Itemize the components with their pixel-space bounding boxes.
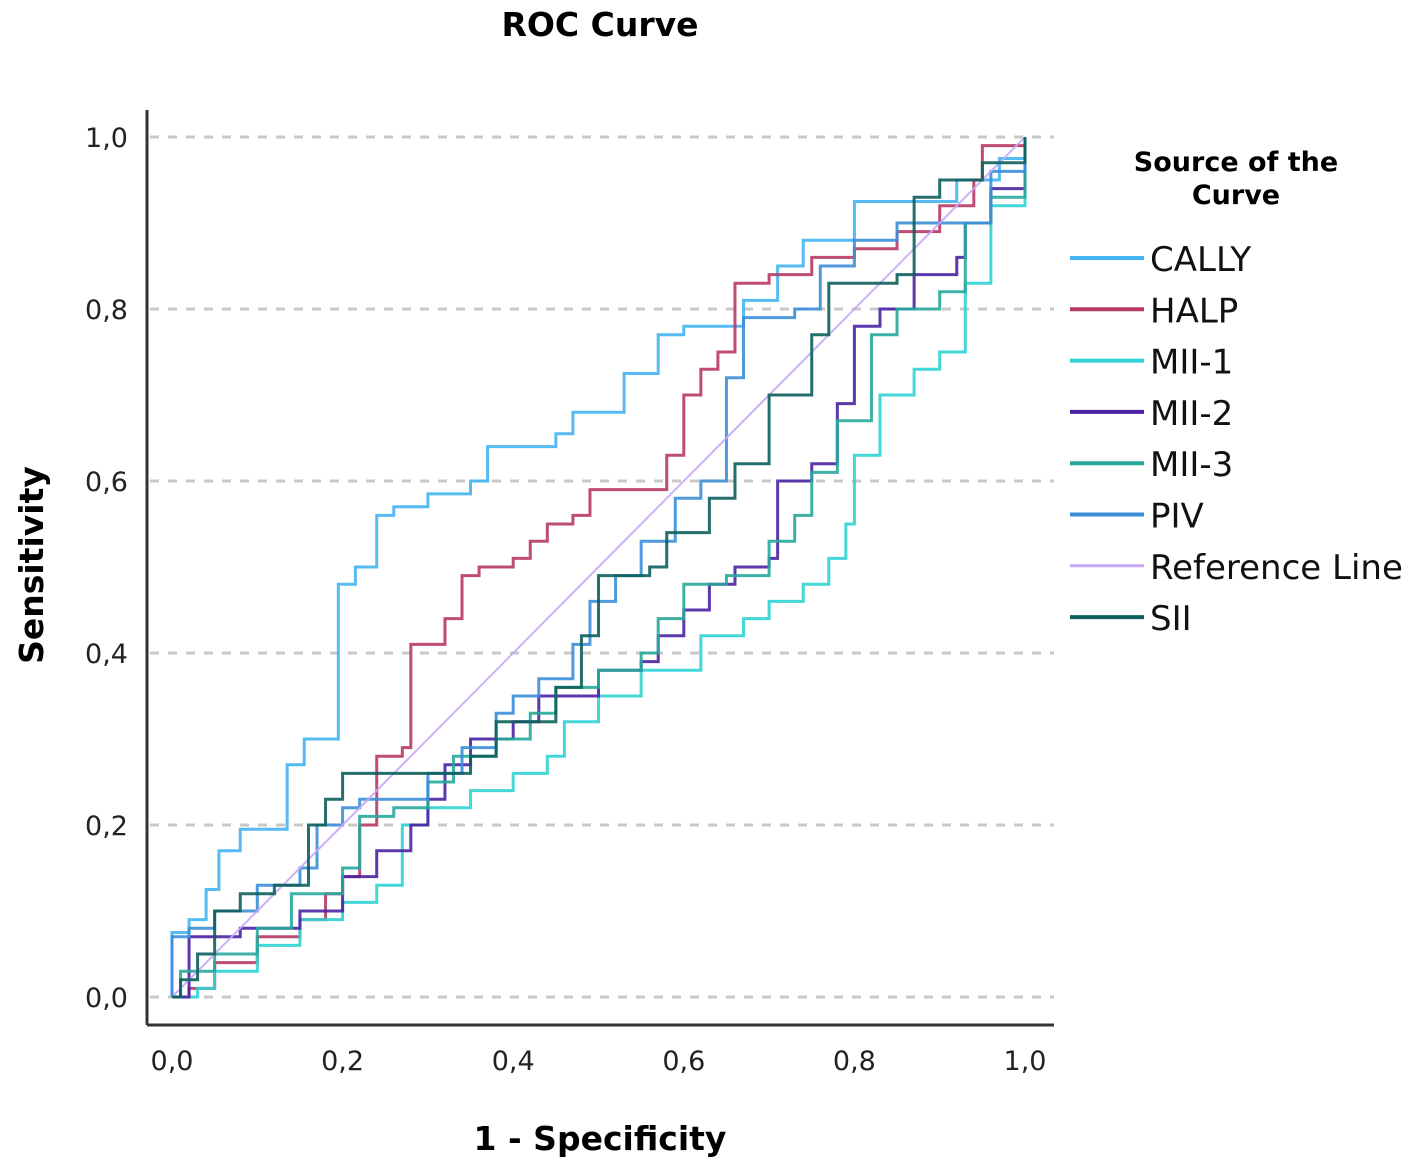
curve-mii-1 [172, 180, 1027, 999]
x-tick-label: 1,0 [1004, 1046, 1047, 1077]
y-axis-label: Sensitivity [12, 466, 51, 664]
curves [170, 136, 1027, 999]
legend-label-mii-1: MII-1 [1150, 343, 1233, 383]
x-tick-label: 0,0 [151, 1046, 194, 1077]
legend-label-reference-line: Reference Line [1150, 548, 1403, 588]
y-tick-label: 0,0 [85, 983, 128, 1014]
legend-title-line1: Source of the [1134, 147, 1338, 178]
curve-mii-3 [172, 162, 1027, 999]
legend-label-mii-3: MII-3 [1150, 445, 1233, 485]
legend: CALLY HALP MII-1 MII-2 MII-3 PIV Reference Lin… [1070, 240, 1403, 639]
legend-label-cally: CALLY [1150, 240, 1251, 280]
legend-label-sii: SII [1150, 599, 1192, 639]
curve-cally [170, 137, 1027, 997]
gridlines [150, 135, 1054, 999]
y-tick-label: 0,6 [85, 467, 128, 498]
x-tick-label: 0,2 [321, 1046, 364, 1077]
x-axis-label: 1 - Specificity [474, 1119, 727, 1158]
x-tick-label: 0,8 [833, 1046, 876, 1077]
y-tick-label: 1,0 [85, 123, 128, 154]
tick-labels: 0,0 0,2 0,4 0,6 0,8 1,0 0,0 0,2 0,4 0,6 0,8 1,0 [85, 123, 1046, 1077]
legend-label-halp: HALP [1150, 291, 1238, 331]
legend-label-piv: PIV [1150, 497, 1204, 537]
y-tick-label: 0,8 [85, 295, 128, 326]
curve-sii [172, 137, 1027, 999]
chart-title: ROC Curve [501, 5, 698, 44]
legend-title-line2: Curve [1192, 180, 1280, 211]
curve-reference-line [171, 136, 1026, 998]
y-tick-label: 0,2 [85, 811, 128, 842]
x-tick-label: 0,4 [492, 1046, 535, 1077]
y-tick-label: 0,4 [85, 639, 128, 670]
legend-label-mii-2: MII-2 [1150, 394, 1233, 434]
x-tick-label: 0,6 [662, 1046, 705, 1077]
